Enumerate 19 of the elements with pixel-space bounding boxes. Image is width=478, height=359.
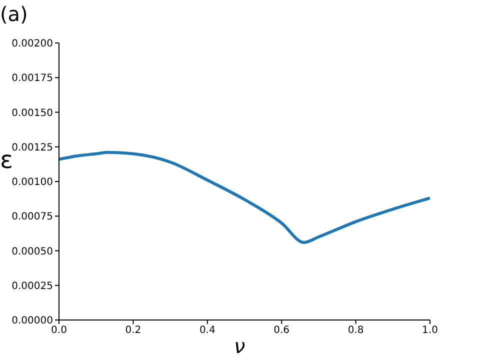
x-tick-label: 0.6 <box>274 325 290 336</box>
y-tick-label: 0.00000 <box>12 316 53 327</box>
line-series <box>59 150 430 244</box>
x-axis-title: ν <box>234 334 246 358</box>
x-tick-label: 0.8 <box>348 325 364 336</box>
y-tick-label: 0.00050 <box>12 246 53 258</box>
x-tick-label: 0.4 <box>199 325 216 336</box>
y-tick-label: 0.00175 <box>12 73 53 84</box>
chart-title: (a) <box>0 2 28 26</box>
y-tick-label: 0.00075 <box>12 212 53 223</box>
y-tick-label: 0.00100 <box>12 177 53 188</box>
y-tick-label: 0.00025 <box>12 280 53 292</box>
y-tick-label: 0.00150 <box>12 108 53 119</box>
y-tick-label: 0.00125 <box>12 142 53 154</box>
x-tick-label: 1.0 <box>422 325 438 336</box>
x-tick-label: 0.0 <box>51 325 67 336</box>
x-tick-label: 0.2 <box>125 325 142 336</box>
y-tick-label: 0.00200 <box>12 38 53 50</box>
y-axis-title: ε <box>0 146 13 174</box>
